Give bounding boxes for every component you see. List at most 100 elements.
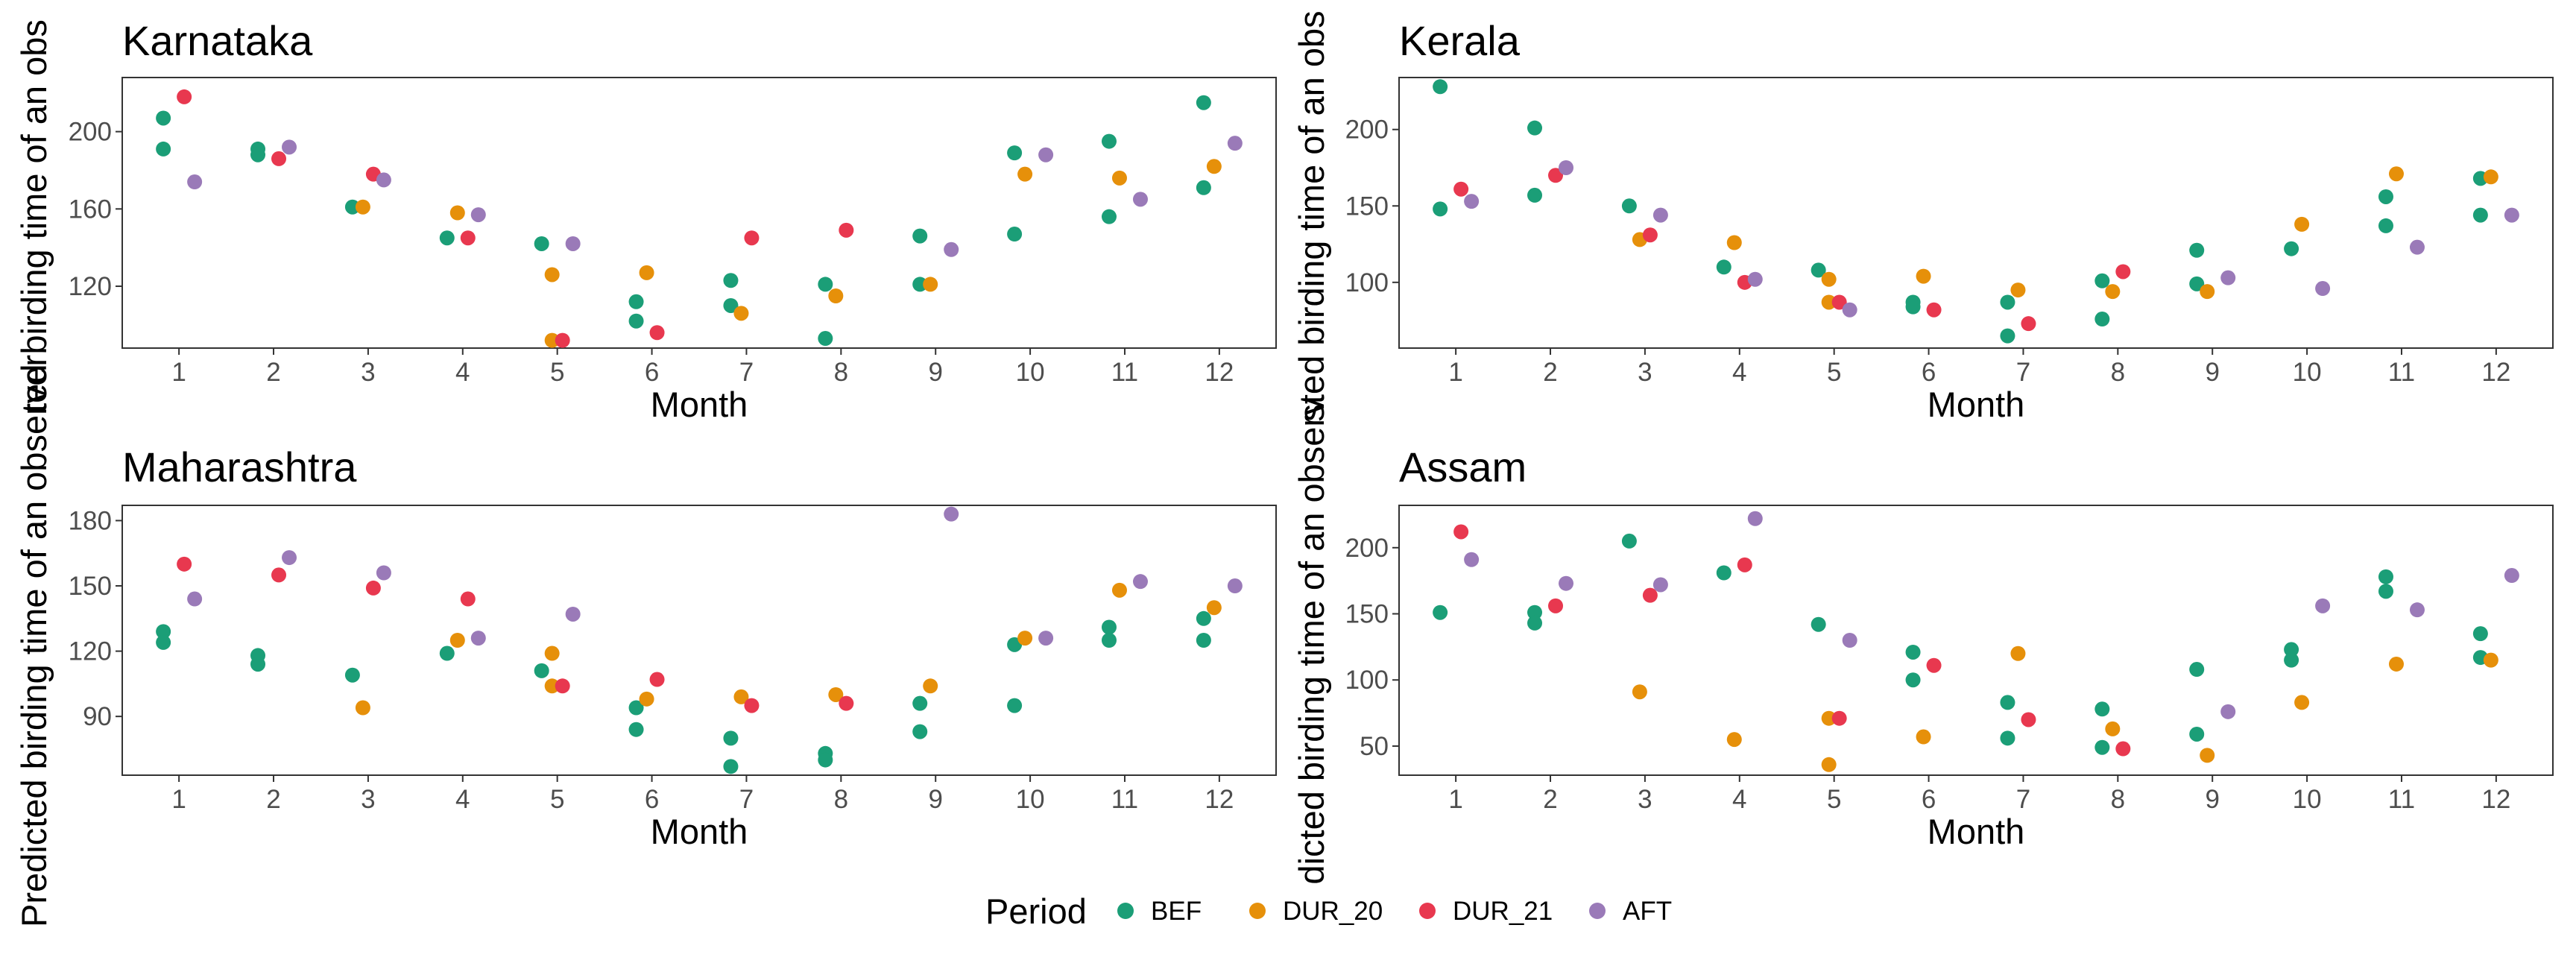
point-dur-21 [177,89,192,104]
point-aft [944,242,959,257]
x-axis-label: Month [1928,385,2025,424]
point-dur-20 [923,277,938,292]
y-tick-label: 200 [69,118,112,147]
point-aft [1559,575,1574,591]
point-dur-21 [1737,557,1752,572]
point-dur-20 [1111,582,1127,598]
point-dur-21 [1926,302,1942,318]
panel-title: Assam [1399,443,1527,490]
x-tick-label: 11 [1111,358,1138,387]
point-dur-20 [2200,284,2215,300]
point-bef [156,624,171,640]
x-axis-label: Month [651,812,748,851]
point-bef [912,277,928,292]
point-bef [2189,242,2205,258]
y-tick-label: 200 [1345,116,1389,145]
point-bef [1196,95,1211,110]
point-bef [1905,672,1921,688]
point-bef [1811,262,1826,278]
x-tick-label: 10 [1016,785,1045,814]
point-bef [439,230,455,246]
x-tick-label: 3 [1638,358,1652,387]
point-dur-20 [2388,656,2404,672]
point-dur-21 [1642,587,1658,603]
point-aft [1227,578,1243,594]
x-tick-label: 9 [928,358,942,387]
x-tick-label: 1 [171,785,186,814]
point-dur-20 [1206,600,1222,616]
point-dur-20 [2483,652,2498,668]
y-tick-label: 150 [69,572,112,601]
point-bef [723,273,739,288]
point-dur-20 [544,267,560,282]
point-dur-20 [2105,721,2121,736]
point-dur-20 [828,686,844,702]
x-tick-label: 8 [2111,358,2125,387]
x-tick-label: 2 [266,785,280,814]
x-tick-label: 9 [2205,358,2219,387]
point-dur-20 [639,691,654,707]
point-bef [1527,187,1543,203]
point-bef [723,297,739,313]
point-bef [723,759,739,774]
x-tick-label: 2 [266,358,280,387]
point-dur-20 [1726,235,1742,250]
point-aft [1842,302,1857,318]
point-aft [1464,552,1480,567]
point-bef [2094,273,2110,288]
point-aft [1132,574,1148,590]
point-dur-21 [1831,294,1847,310]
x-tick-label: 8 [2111,785,2125,814]
point-bef [344,199,360,215]
point-aft [2504,568,2519,584]
y-tick-label: 150 [1345,192,1389,221]
x-tick-label: 1 [1448,358,1462,387]
point-dur-21 [839,695,854,711]
point-dur-20 [1916,268,1931,284]
point-bef [1621,533,1637,549]
point-bef [1433,79,1448,95]
point-dur-21 [365,580,381,596]
point-dur-20 [2483,169,2498,185]
point-bef [156,634,171,650]
point-bef [250,657,266,672]
x-tick-label: 3 [361,358,375,387]
x-axis-label: Month [651,385,748,424]
point-dur-20 [544,645,560,661]
point-bef [1527,615,1543,631]
point-bef [344,667,360,683]
point-aft [2220,270,2236,285]
x-tick-label: 1 [1448,785,1462,814]
point-aft [470,207,486,223]
point-dur-21 [271,567,287,583]
point-dur-20 [733,689,749,704]
point-bef [2378,569,2393,584]
legend-label: AFT [1623,897,1672,926]
point-aft [1559,160,1574,175]
point-bef [439,645,455,661]
point-bef [1196,610,1211,626]
point-bef [628,722,644,737]
legend-key-bef [1117,903,1134,919]
point-bef [912,228,928,244]
y-tick-label: 160 [69,195,112,224]
x-tick-label: 11 [2388,785,2415,814]
legend-label: DUR_20 [1283,897,1383,926]
point-bef [628,294,644,309]
point-bef [1716,259,1731,275]
point-bef [2378,584,2393,599]
point-dur-20 [1206,159,1222,174]
point-bef [912,724,928,739]
point-dur-21 [2021,712,2036,727]
x-tick-label: 9 [2205,785,2219,814]
point-dur-21 [649,325,665,341]
y-tick-label: 180 [69,506,112,535]
point-bef [1433,604,1448,620]
point-bef [2284,241,2299,256]
x-tick-label: 12 [2481,358,2510,387]
point-bef [912,695,928,711]
x-tick-label: 5 [1827,785,1841,814]
point-dur-21 [460,591,476,607]
